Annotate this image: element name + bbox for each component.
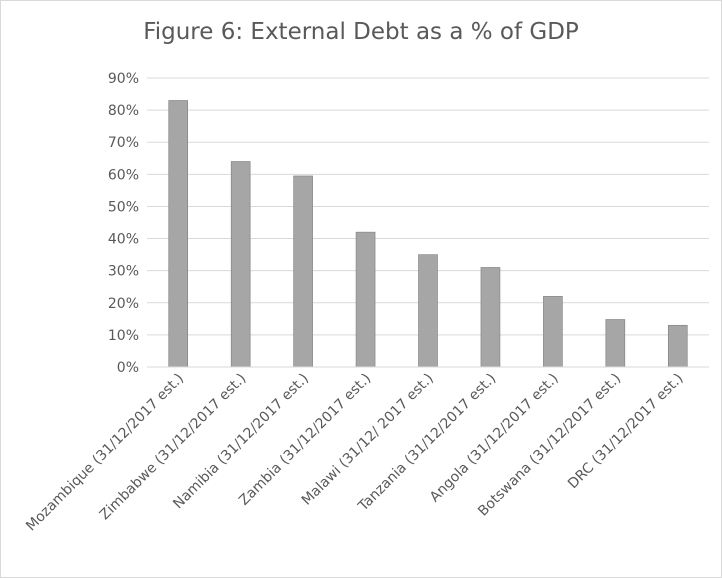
y-tick-label: 50%: [108, 199, 139, 215]
y-tick-label: 70%: [108, 135, 139, 151]
y-tick-label: 0%: [117, 360, 139, 376]
y-tick-label: 30%: [108, 264, 139, 280]
y-tick-label: 80%: [108, 103, 139, 119]
y-tick-label: 90%: [108, 71, 139, 87]
bar: [168, 100, 189, 368]
x-tick-label: Angola (31/12/2017 est.): [427, 371, 562, 506]
bar: [418, 254, 438, 368]
bar: [605, 319, 626, 368]
bar: [355, 231, 376, 368]
bar: [293, 175, 313, 368]
chart-title: Figure 6: External Debt as a % of GDP: [143, 19, 579, 45]
y-tick-label: 20%: [108, 296, 139, 312]
y-tick-label: 60%: [108, 167, 139, 183]
y-tick-label: 10%: [108, 328, 139, 344]
bar: [667, 324, 688, 368]
bar: [230, 161, 251, 368]
x-tick-label: Namibia (31/12/2017 est.): [170, 371, 312, 513]
x-tick-label: DRC (31/12/2017 est.): [565, 371, 687, 493]
bar: [480, 267, 501, 368]
x-tick-label: Malawi (31/12/ 2017 est.): [299, 371, 437, 509]
x-tick-label: Zambia (31/12/2017 est.): [236, 371, 374, 509]
bar: [543, 296, 563, 368]
y-tick-label: 40%: [108, 232, 139, 248]
